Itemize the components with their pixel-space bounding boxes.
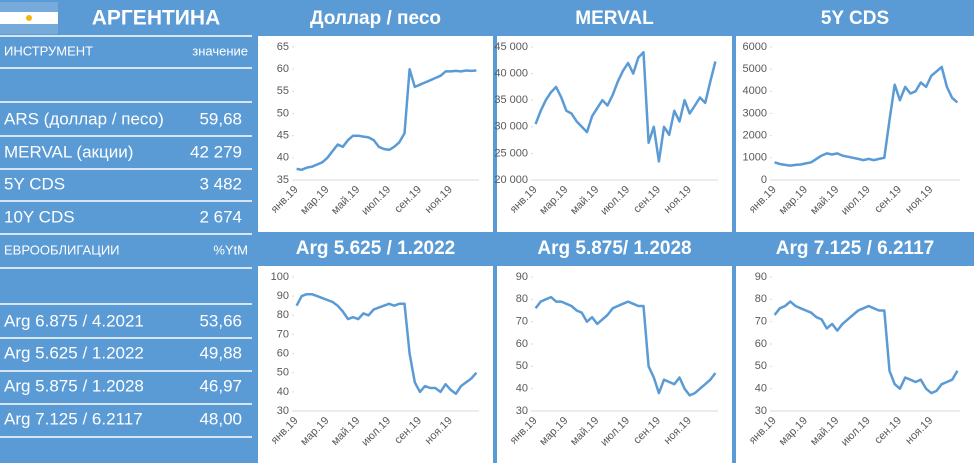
y-tick-label: 30 bbox=[516, 405, 528, 417]
y-tick-label: 20 000 bbox=[494, 174, 528, 186]
chart-title: Arg 5.625 / 1.2022 bbox=[296, 238, 456, 259]
y-tick-label: 40 bbox=[277, 386, 289, 398]
y-tick-label: 35 000 bbox=[494, 94, 528, 106]
row-label: Arg 7.125 / 6.2117 bbox=[4, 409, 143, 428]
y-tick-label: 6000 bbox=[743, 41, 767, 53]
chart-panel bbox=[258, 36, 493, 232]
row-value: 46,97 bbox=[199, 376, 242, 395]
row-value: 3 482 bbox=[199, 174, 242, 193]
row-value: 59,68 bbox=[199, 109, 242, 128]
data-line bbox=[534, 51, 717, 163]
row-value: 42 279 bbox=[190, 142, 242, 161]
y-tick-label: 4000 bbox=[743, 85, 767, 97]
y-tick-label: 100 bbox=[271, 271, 289, 283]
chart-title: Доллар / песо bbox=[310, 8, 441, 29]
y-tick-label: 1000 bbox=[743, 152, 767, 164]
row-value: 2 674 bbox=[199, 207, 242, 226]
chart-panel bbox=[736, 36, 974, 232]
data-line bbox=[774, 65, 959, 167]
y-tick-label: 30 bbox=[277, 405, 289, 417]
row-label: ARS (доллар / песо) bbox=[4, 109, 164, 128]
flag bbox=[0, 2, 58, 34]
column-header: %YtM bbox=[213, 242, 248, 257]
y-tick-label: 50 bbox=[277, 107, 289, 119]
y-tick-label: 5000 bbox=[743, 63, 767, 75]
y-tick-label: 40 bbox=[755, 383, 767, 395]
data-line bbox=[295, 292, 478, 396]
y-tick-label: 50 bbox=[516, 360, 528, 372]
y-tick-label: 45 bbox=[277, 130, 289, 142]
y-tick-label: 40 bbox=[277, 152, 289, 164]
left-panel bbox=[0, 35, 252, 438]
y-tick-label: 55 bbox=[277, 85, 289, 97]
y-tick-label: 60 bbox=[516, 338, 528, 350]
row-label: 10Y CDS bbox=[4, 207, 75, 226]
chart-title: MERVAL bbox=[575, 8, 654, 29]
y-tick-label: 80 bbox=[516, 293, 528, 305]
y-tick-label: 70 bbox=[516, 316, 528, 328]
y-tick-label: 60 bbox=[277, 347, 289, 359]
row-label: Arg 6.875 / 4.2021 bbox=[4, 311, 144, 330]
row-value: 48,00 bbox=[199, 409, 242, 428]
y-tick-label: 65 bbox=[277, 41, 289, 53]
chart-panel bbox=[258, 266, 493, 463]
y-tick-label: 60 bbox=[755, 338, 767, 350]
y-tick-label: 50 bbox=[755, 360, 767, 372]
y-tick-label: 40 000 bbox=[494, 68, 528, 80]
column-header: ИНСТРУМЕНТ bbox=[4, 43, 93, 58]
column-header: значение bbox=[192, 43, 248, 58]
y-tick-label: 40 bbox=[516, 383, 528, 395]
row-value: 49,88 bbox=[199, 343, 242, 362]
y-tick-label: 50 bbox=[277, 367, 289, 379]
y-tick-label: 25 000 bbox=[494, 147, 528, 159]
row-label: MERVAL (акции) bbox=[4, 142, 133, 161]
y-tick-label: 70 bbox=[755, 316, 767, 328]
y-tick-label: 80 bbox=[277, 309, 289, 321]
row-label: Arg 5.625 / 1.2022 bbox=[4, 343, 144, 362]
y-tick-label: 90 bbox=[277, 290, 289, 302]
country-title: АРГЕНТИНА bbox=[92, 7, 221, 30]
data-line bbox=[773, 300, 959, 395]
y-tick-label: 45 000 bbox=[494, 41, 528, 53]
chart-title: Arg 5.875/ 1.2028 bbox=[537, 238, 691, 259]
data-line bbox=[296, 67, 477, 172]
y-tick-label: 3000 bbox=[743, 107, 767, 119]
chart-title: Arg 7.125 / 6.2117 bbox=[776, 238, 934, 259]
y-tick-label: 2000 bbox=[743, 130, 767, 142]
y-tick-label: 0 bbox=[761, 174, 767, 186]
y-tick-label: 30 bbox=[755, 405, 767, 417]
y-tick-label: 70 bbox=[277, 328, 289, 340]
row-label: 5Y CDS bbox=[4, 174, 65, 193]
y-tick-label: 30 000 bbox=[494, 121, 528, 133]
y-tick-label: 90 bbox=[516, 271, 528, 283]
row-value: 53,66 bbox=[199, 311, 242, 330]
y-tick-label: 35 bbox=[277, 174, 289, 186]
chart-panel bbox=[497, 36, 732, 232]
y-tick-label: 90 bbox=[755, 271, 767, 283]
column-header: ЕВРООБЛИГАЦИИ bbox=[4, 242, 120, 257]
chart-panel bbox=[736, 266, 974, 463]
data-line bbox=[534, 295, 717, 397]
y-tick-label: 80 bbox=[755, 293, 767, 305]
chart-title: 5Y CDS bbox=[821, 8, 889, 29]
row-label: Arg 5.875 / 1.2028 bbox=[4, 376, 144, 395]
y-tick-label: 60 bbox=[277, 63, 289, 75]
chart-panel bbox=[497, 266, 732, 463]
